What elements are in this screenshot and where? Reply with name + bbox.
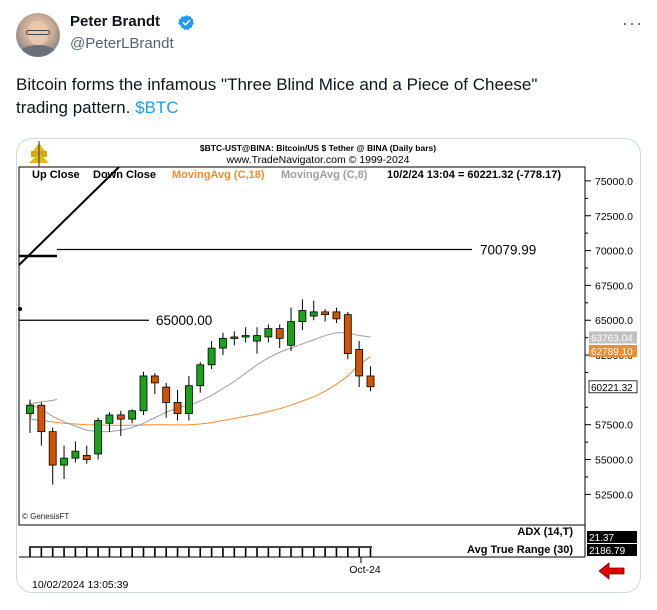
- candle-body: [343, 314, 352, 355]
- price-tag: [589, 345, 637, 358]
- candles: [26, 299, 375, 485]
- candle-body: [105, 414, 114, 424]
- y-axis-ticks: 75000.072500.070000.067500.065000.062500…: [585, 176, 633, 501]
- cashtag-link[interactable]: $BTC: [135, 98, 179, 117]
- candle-body: [173, 402, 182, 414]
- level-line-label: 70079.99: [480, 242, 536, 257]
- avatar-shirt: [20, 45, 56, 57]
- y-tick-label: 55000.0: [595, 455, 633, 467]
- candle-body: [321, 311, 330, 316]
- ma18-path: [29, 356, 371, 426]
- legend-up-close: Up Close: [32, 169, 80, 181]
- y-tick-label: 70000.0: [595, 246, 633, 258]
- candle-body: [309, 311, 318, 317]
- plot-frame: [18, 166, 586, 526]
- avatar-glasses: [26, 30, 50, 35]
- verified-badge-icon: [178, 15, 194, 30]
- candle-body: [37, 404, 46, 433]
- candle-body: [184, 385, 193, 414]
- x-axis-label: Oct-24: [349, 564, 381, 576]
- candle-body: [219, 337, 227, 349]
- candle-body: [162, 386, 171, 403]
- marker-dot: [18, 307, 22, 311]
- candle-body: [332, 311, 341, 320]
- red-arrow-icon: [598, 562, 625, 580]
- legend-down-close: Down Close: [93, 169, 156, 181]
- candle-body: [298, 310, 307, 323]
- chart-image-card[interactable]: $BTC-UST@BINA: Bitcoin/US $ Tether @ BIN…: [16, 138, 641, 593]
- legend-ma18: MovingAvg (C,18): [172, 169, 265, 181]
- price-tag-label: 63763.04: [591, 333, 633, 344]
- adx-value-tag: [587, 531, 637, 543]
- candle-body: [207, 347, 216, 366]
- candle-body: [264, 328, 273, 338]
- trade-navigator-logo-icon: [29, 141, 49, 167]
- atr-value: 2186.79: [589, 546, 626, 557]
- adx-value: 21.37: [589, 533, 614, 544]
- candle-body: [82, 454, 91, 460]
- y-tick-label: 75000.0: [595, 176, 633, 188]
- candle-body: [116, 414, 125, 420]
- price-tag: [589, 331, 637, 344]
- ma8-line: [28, 332, 371, 433]
- atr-bars: [29, 548, 372, 557]
- candle-body: [253, 335, 261, 342]
- candle-body: [48, 431, 57, 466]
- y-tick-label: 65000.0: [595, 315, 633, 327]
- avatar[interactable]: [16, 13, 60, 57]
- price-tag-label: 62789.10: [591, 347, 633, 358]
- author-handle[interactable]: @PeterLBrandt: [70, 35, 174, 52]
- candle-body: [71, 450, 80, 459]
- ma18-line: [29, 356, 371, 426]
- atr-value-tag: [587, 544, 637, 556]
- candle-body: [241, 335, 250, 338]
- candle-body: [128, 410, 137, 420]
- price-tags: 63763.04 62789.10 60221.32: [588, 331, 638, 394]
- tweet-text-line2: trading pattern.: [16, 98, 136, 117]
- candle-body: [26, 404, 34, 414]
- level-lines: 70079.99 65000.00: [19, 242, 536, 328]
- candle-body: [355, 349, 364, 377]
- price-tag: [588, 380, 638, 394]
- candle-body: [196, 364, 205, 387]
- candle-body: [366, 375, 375, 388]
- chart-timestamp: 10/02/2024 13:05:39: [32, 579, 129, 591]
- atr-label: Avg True Range (30): [467, 544, 573, 556]
- avatar-face: [28, 21, 48, 45]
- candle-body: [60, 457, 68, 466]
- candle-body: [150, 375, 159, 384]
- more-options-icon[interactable]: ···: [622, 13, 643, 33]
- price-tag-label: 60221.32: [591, 383, 633, 394]
- candle-body: [230, 336, 239, 339]
- price-chart: $BTC-UST@BINA: Bitcoin/US $ Tether @ BIN…: [18, 141, 638, 591]
- ma8-path: [28, 332, 371, 433]
- candle-body: [139, 375, 148, 412]
- chart-subtitle: www.TradeNavigator.com © 1999-2024: [225, 154, 409, 166]
- legend-ma8: MovingAvg (C,8): [281, 169, 368, 181]
- tweet-text: Bitcoin forms the infamous "Three Blind …: [16, 73, 636, 119]
- tweet-text-line1: Bitcoin forms the infamous "Three Blind …: [16, 75, 538, 94]
- author-name[interactable]: Peter Brandt: [70, 13, 161, 30]
- adx-label: ADX (14,T): [517, 526, 573, 538]
- chart-title: $BTC-UST@BINA: Bitcoin/US $ Tether @ BIN…: [200, 143, 436, 153]
- y-tick-label: 52500.0: [595, 489, 633, 501]
- y-tick-label: 57500.0: [595, 420, 633, 432]
- candle-body: [275, 328, 284, 339]
- y-tick-label: 72500.0: [595, 211, 633, 223]
- legend-quote: 10/2/24 13:04 = 60221.32 (-778.17): [387, 169, 561, 181]
- chart-watermark: © GenesisFT: [22, 512, 69, 521]
- candle-body: [287, 321, 295, 346]
- y-tick-label: 67500.0: [595, 280, 633, 292]
- candle-body: [94, 420, 102, 455]
- level-line-label: 65000.00: [156, 313, 212, 328]
- trendline: [18, 166, 120, 266]
